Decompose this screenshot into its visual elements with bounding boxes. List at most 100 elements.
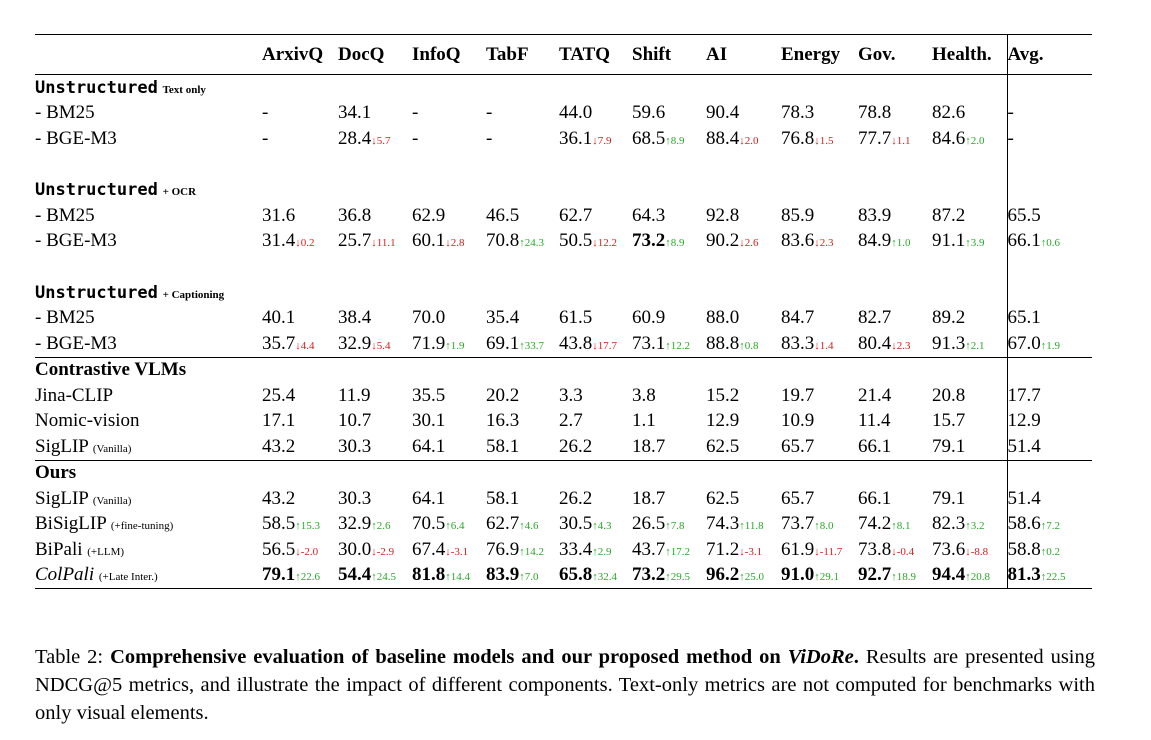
cell-value: 21.4 <box>858 384 892 406</box>
cell-value: 44.0 <box>559 102 593 124</box>
cell-value: 28.4 <box>338 127 372 149</box>
cell-value: - <box>412 127 419 149</box>
table-cell: 16.3 <box>486 409 559 435</box>
cell-value: 58.1 <box>486 435 520 457</box>
cell-value: 79.1 <box>932 487 966 509</box>
table-cell: 65.7 <box>781 486 858 512</box>
cell-value: 65.8 <box>559 564 593 586</box>
cell-value: 90.4 <box>706 102 740 124</box>
table-cell: 94.4↑20.8 <box>932 562 1007 589</box>
cell-value: 94.4 <box>932 564 966 586</box>
delta-up: ↑8.0 <box>814 520 834 533</box>
table-cell: - <box>1006 100 1092 126</box>
table-cell: 18.7 <box>632 486 706 512</box>
caption-bold-period: . <box>853 646 859 668</box>
table-cell: 87.2 <box>932 203 1007 229</box>
cell-value: 62.5 <box>706 487 740 509</box>
table-cell: 65.1 <box>1006 305 1092 331</box>
cell-value: 60.9 <box>632 307 666 329</box>
delta-up: ↑0.6 <box>1040 237 1060 250</box>
cell-value: 66.1 <box>1007 230 1041 252</box>
table-cell: 76.8↓1.5 <box>781 126 858 152</box>
table-cell: 90.4 <box>706 101 781 127</box>
cell-value: 15.2 <box>706 384 740 406</box>
spacer-cell <box>1006 151 1092 178</box>
table-cell: 31.4↓0.2 <box>262 229 338 255</box>
empty-cell <box>559 280 632 306</box>
cell-value: 43.8 <box>559 332 593 354</box>
table-cell: 59.6 <box>632 101 706 127</box>
row-label-text: Jina-CLIP <box>35 384 114 406</box>
row-label-text: SigLIP <box>35 487 89 509</box>
table-cell: 88.0 <box>706 306 781 332</box>
table-cell: 30.5↑4.3 <box>559 512 632 538</box>
table-cell: 62.5 <box>706 434 781 460</box>
table-row: - BM25 - 34.1 - - 44.0 59.6 90.4 78.3 78.8 82.6 - <box>35 100 1092 127</box>
table-cell: 61.9↓-11.7 <box>781 537 858 563</box>
cell-value: 83.9 <box>858 204 892 226</box>
cell-value: 83.9 <box>486 564 520 586</box>
cell-value: 65.7 <box>781 435 815 457</box>
row-label-note: (+LLM) <box>87 545 125 558</box>
table-cell: 81.8↑14.4 <box>412 562 486 589</box>
cell-value: 35.5 <box>412 384 446 406</box>
empty-cell <box>858 280 932 306</box>
cell-value: 71.2 <box>706 538 740 560</box>
table-cell: 17.1 <box>262 409 338 435</box>
cell-value: 61.5 <box>559 307 593 329</box>
column-header: DocQ <box>338 34 412 75</box>
table-cell: 40.1 <box>262 306 338 332</box>
section-title-text: Ours <box>35 462 77 484</box>
cell-value: 96.2 <box>706 564 740 586</box>
spacer-cell <box>932 152 1007 178</box>
table-cell: 35.5 <box>412 383 486 409</box>
cell-value: 65.7 <box>781 487 815 509</box>
section-title: Ours <box>35 459 262 486</box>
delta-up: ↑14.4 <box>445 571 470 584</box>
table-cell: 32.9↑2.6 <box>338 512 412 538</box>
empty-cell <box>338 75 412 101</box>
cell-value: 76.8 <box>781 127 815 149</box>
cell-value: 70.5 <box>412 513 446 535</box>
delta-up: ↑33.7 <box>519 339 544 352</box>
empty-cell <box>262 178 338 204</box>
cell-value: 71.9 <box>412 332 446 354</box>
table-cell: 54.4↑24.5 <box>338 562 412 589</box>
cell-value: 88.4 <box>706 127 740 149</box>
section-title-row: Unstructured Text only <box>35 74 1092 101</box>
delta-up: ↑1.0 <box>891 237 911 250</box>
empty-cell <box>486 280 559 306</box>
empty-cell <box>486 459 559 486</box>
table-row: - BM25 40.1 38.4 70.0 35.4 61.5 60.9 88.0 84.7 82… <box>35 305 1092 332</box>
spacer-cell <box>262 152 338 178</box>
cell-value: 38.4 <box>338 307 372 329</box>
empty-cell <box>412 459 486 486</box>
table-cell: 17.7 <box>1006 383 1092 409</box>
cell-value: 58.1 <box>486 487 520 509</box>
cell-value: 3.3 <box>559 384 583 406</box>
table-cell: 82.7 <box>858 306 932 332</box>
section-title-row: Contrastive VLMs <box>35 356 1092 383</box>
cell-value: 91.0 <box>781 564 815 586</box>
row-label: - BM25 <box>35 203 262 229</box>
empty-cell <box>932 75 1007 101</box>
cell-value: 82.6 <box>932 102 966 124</box>
spacer-cell <box>559 152 632 178</box>
section-title-suffix: + Captioning <box>162 288 225 301</box>
cell-value: - <box>262 127 269 149</box>
table-cell: 74.2↑8.1 <box>858 512 932 538</box>
table-row: ColPali (+Late Inter.) 79.1↑22.6 54.4↑24.5… <box>35 562 1092 589</box>
delta-up: ↑4.3 <box>592 520 612 533</box>
table-cell: 83.6↓2.3 <box>781 229 858 255</box>
table-cell: 71.9↑1.9 <box>412 331 486 357</box>
table-cell: 90.2↓2.6 <box>706 229 781 255</box>
cell-value: 18.7 <box>632 487 666 509</box>
table-row: SigLIP (Vanilla) 43.2 30.3 64.1 58.1 26.2 18.7… <box>35 434 1092 460</box>
row-label-text: BiPali <box>35 538 83 560</box>
section-title: Unstructured + OCR <box>35 178 262 204</box>
row-label: BiPali (+LLM) <box>35 537 262 563</box>
cell-value: 80.4 <box>858 332 892 354</box>
table-row: Nomic-vision 17.1 10.7 30.1 16.3 2.7 1.1 12.9 10… <box>35 408 1092 435</box>
table-cell: 78.3 <box>781 101 858 127</box>
